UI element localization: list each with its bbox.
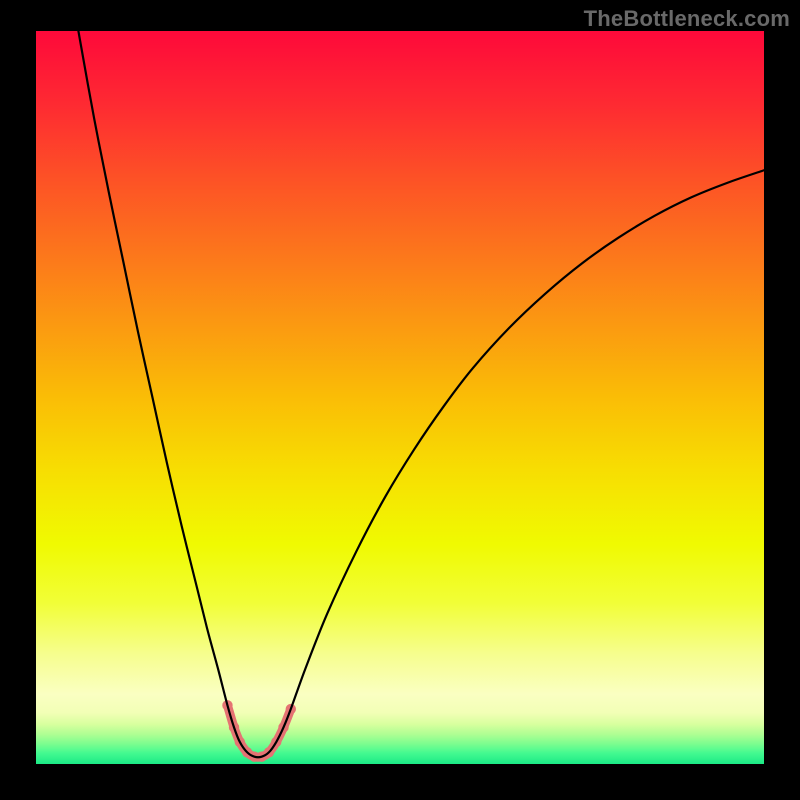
watermark-text: TheBottleneck.com xyxy=(584,6,790,32)
bottleneck-curve-chart xyxy=(0,0,800,800)
chart-container: { "watermark": { "text": "TheBottleneck.… xyxy=(0,0,800,800)
gradient-background xyxy=(36,31,764,764)
